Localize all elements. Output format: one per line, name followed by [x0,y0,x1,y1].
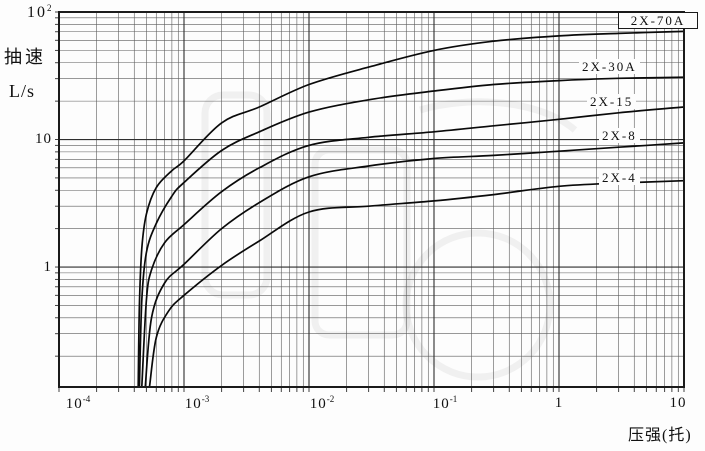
curve-2X-4 [148,179,684,387]
y-tick-1: 1 [43,259,52,275]
pump-curves [137,30,684,387]
curve-label-2x-70a: 2X-70A [618,12,698,29]
curve-2X-15 [140,106,684,387]
plot-border [58,11,685,388]
x-tick-1e-3: 10-3 [184,394,210,412]
watermark [201,91,578,381]
curve-2X-70A [137,30,684,387]
curve-label-2x-15: 2X-15 [587,94,637,109]
curve-label-2x-30a: 2X-30A [579,59,640,74]
x-tick-10: 10 [669,395,687,411]
x-tick-1e-4: 10-4 [65,394,91,412]
x-axis-title: 压强(托) [628,427,692,444]
x-tick-1e-1: 10-1 [432,394,458,412]
y-axis-title: 抽速 [4,47,46,67]
curve-label-2x-4: 2X-4 [599,170,640,185]
x-tick-1: 1 [554,395,564,411]
curve-label-2x-8: 2X-8 [599,128,640,143]
y-tick-100: 102 [27,3,52,21]
curve-2X-8 [144,142,684,387]
y-axis-unit: L/s [9,81,36,101]
y-tick-10: 10 [35,131,52,147]
grid-minor [59,12,684,387]
curve-2X-30A [138,76,684,387]
x-tick-1e-2: 10-2 [309,394,335,412]
